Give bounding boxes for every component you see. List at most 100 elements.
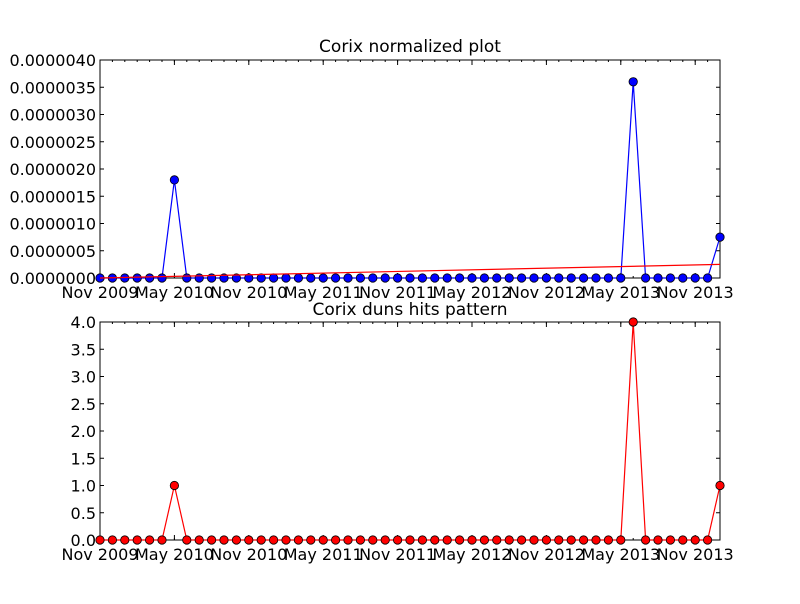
data-point xyxy=(343,535,353,545)
data-point xyxy=(665,273,676,283)
data-point xyxy=(492,535,502,545)
x-tick-label: May 2010 xyxy=(135,545,214,564)
x-tick-label: May 2010 xyxy=(135,283,214,302)
y-tick-label: 0.0000005 xyxy=(9,242,96,261)
data-point xyxy=(442,535,452,545)
data-point xyxy=(616,535,626,545)
data-point xyxy=(368,535,378,545)
data-point xyxy=(603,273,614,283)
data-point xyxy=(281,535,291,545)
data-point xyxy=(541,535,552,545)
data-point xyxy=(442,273,452,283)
y-tick-label: 2.0 xyxy=(71,422,96,441)
data-point xyxy=(616,273,626,283)
data-point xyxy=(516,535,527,545)
x-tick-label: May 2013 xyxy=(581,283,660,302)
data-point xyxy=(380,273,390,283)
plot-area: 0.0000000 0.0000005 0.0000010 0.0000015 0.00… xyxy=(9,51,733,302)
data-point xyxy=(293,535,303,545)
x-tick-label: Nov 2010 xyxy=(210,545,287,564)
data-point xyxy=(256,535,266,545)
data-point xyxy=(454,273,465,283)
data-point xyxy=(405,273,415,283)
data-point xyxy=(132,535,142,545)
data-point xyxy=(554,273,564,283)
x-tick-label: Nov 2012 xyxy=(508,283,585,302)
data-point xyxy=(95,535,105,545)
data-point xyxy=(293,273,303,283)
data-point xyxy=(640,535,651,545)
x-tick-label: Nov 2013 xyxy=(657,283,734,302)
y-tick-label: 0.0000040 xyxy=(9,51,96,70)
y-tick-label: 3.5 xyxy=(71,340,96,359)
data-point xyxy=(330,273,341,283)
data-point xyxy=(566,273,576,283)
data-point xyxy=(578,535,589,545)
data-point xyxy=(306,535,316,545)
data-point xyxy=(454,535,465,545)
y-tick-label: 0.0000025 xyxy=(9,133,96,152)
data-point xyxy=(516,273,527,283)
data-point xyxy=(318,273,328,283)
data-point xyxy=(157,273,167,283)
data-point xyxy=(244,535,254,545)
x-tick-label: May 2013 xyxy=(581,545,660,564)
data-point xyxy=(467,535,477,545)
data-point xyxy=(306,273,316,283)
y-tick-label: 0.0 xyxy=(71,531,96,550)
data-point xyxy=(231,535,241,545)
data-point xyxy=(169,480,179,491)
data-point xyxy=(343,273,353,283)
series-line xyxy=(100,321,721,541)
y-tick-label: 3.0 xyxy=(71,368,96,387)
y-tick-label: 1.5 xyxy=(71,449,96,468)
data-point xyxy=(355,273,365,283)
data-point xyxy=(368,273,378,283)
data-point xyxy=(467,273,477,283)
data-point xyxy=(405,535,415,545)
y-tick-label: 0.0000000 xyxy=(9,269,96,288)
data-point xyxy=(430,273,440,283)
normalized-plot-chart: Corix normalized plot 0.0000000 0.0000005… xyxy=(9,37,733,302)
data-point xyxy=(541,273,552,283)
data-point xyxy=(430,535,440,545)
data-point xyxy=(653,273,663,283)
axes-frame xyxy=(99,59,721,279)
data-point xyxy=(330,535,341,545)
data-point xyxy=(107,535,118,545)
x-tick-label: Nov 2009 xyxy=(61,283,138,302)
data-point xyxy=(355,535,365,545)
data-point xyxy=(653,535,663,545)
y-tick-label: 0.0000030 xyxy=(9,106,96,125)
data-point xyxy=(678,273,688,283)
data-point xyxy=(194,535,204,545)
data-point xyxy=(281,273,291,283)
data-point xyxy=(182,535,192,545)
data-point xyxy=(145,535,155,545)
data-point xyxy=(169,175,179,185)
chart-title: Corix duns hits pattern xyxy=(313,300,508,320)
series-line xyxy=(100,81,721,279)
data-point xyxy=(678,535,688,545)
data-point xyxy=(529,273,539,283)
data-point xyxy=(628,77,638,87)
data-point xyxy=(268,535,279,545)
data-point xyxy=(120,535,130,545)
data-point xyxy=(132,273,142,283)
data-point xyxy=(504,273,514,283)
data-point xyxy=(479,535,489,545)
data-point xyxy=(392,535,403,545)
data-point xyxy=(417,535,427,545)
data-point xyxy=(603,535,614,545)
y-tick-label: 0.0000010 xyxy=(9,215,96,234)
x-tick-label: Nov 2013 xyxy=(657,545,734,564)
data-point xyxy=(566,535,576,545)
data-point xyxy=(318,535,328,545)
data-point xyxy=(194,273,204,283)
y-tick-label: 0.5 xyxy=(71,504,96,523)
x-tick-label: Nov 2010 xyxy=(210,283,287,302)
data-point xyxy=(690,273,700,283)
x-tick-label: May 2012 xyxy=(433,545,512,564)
